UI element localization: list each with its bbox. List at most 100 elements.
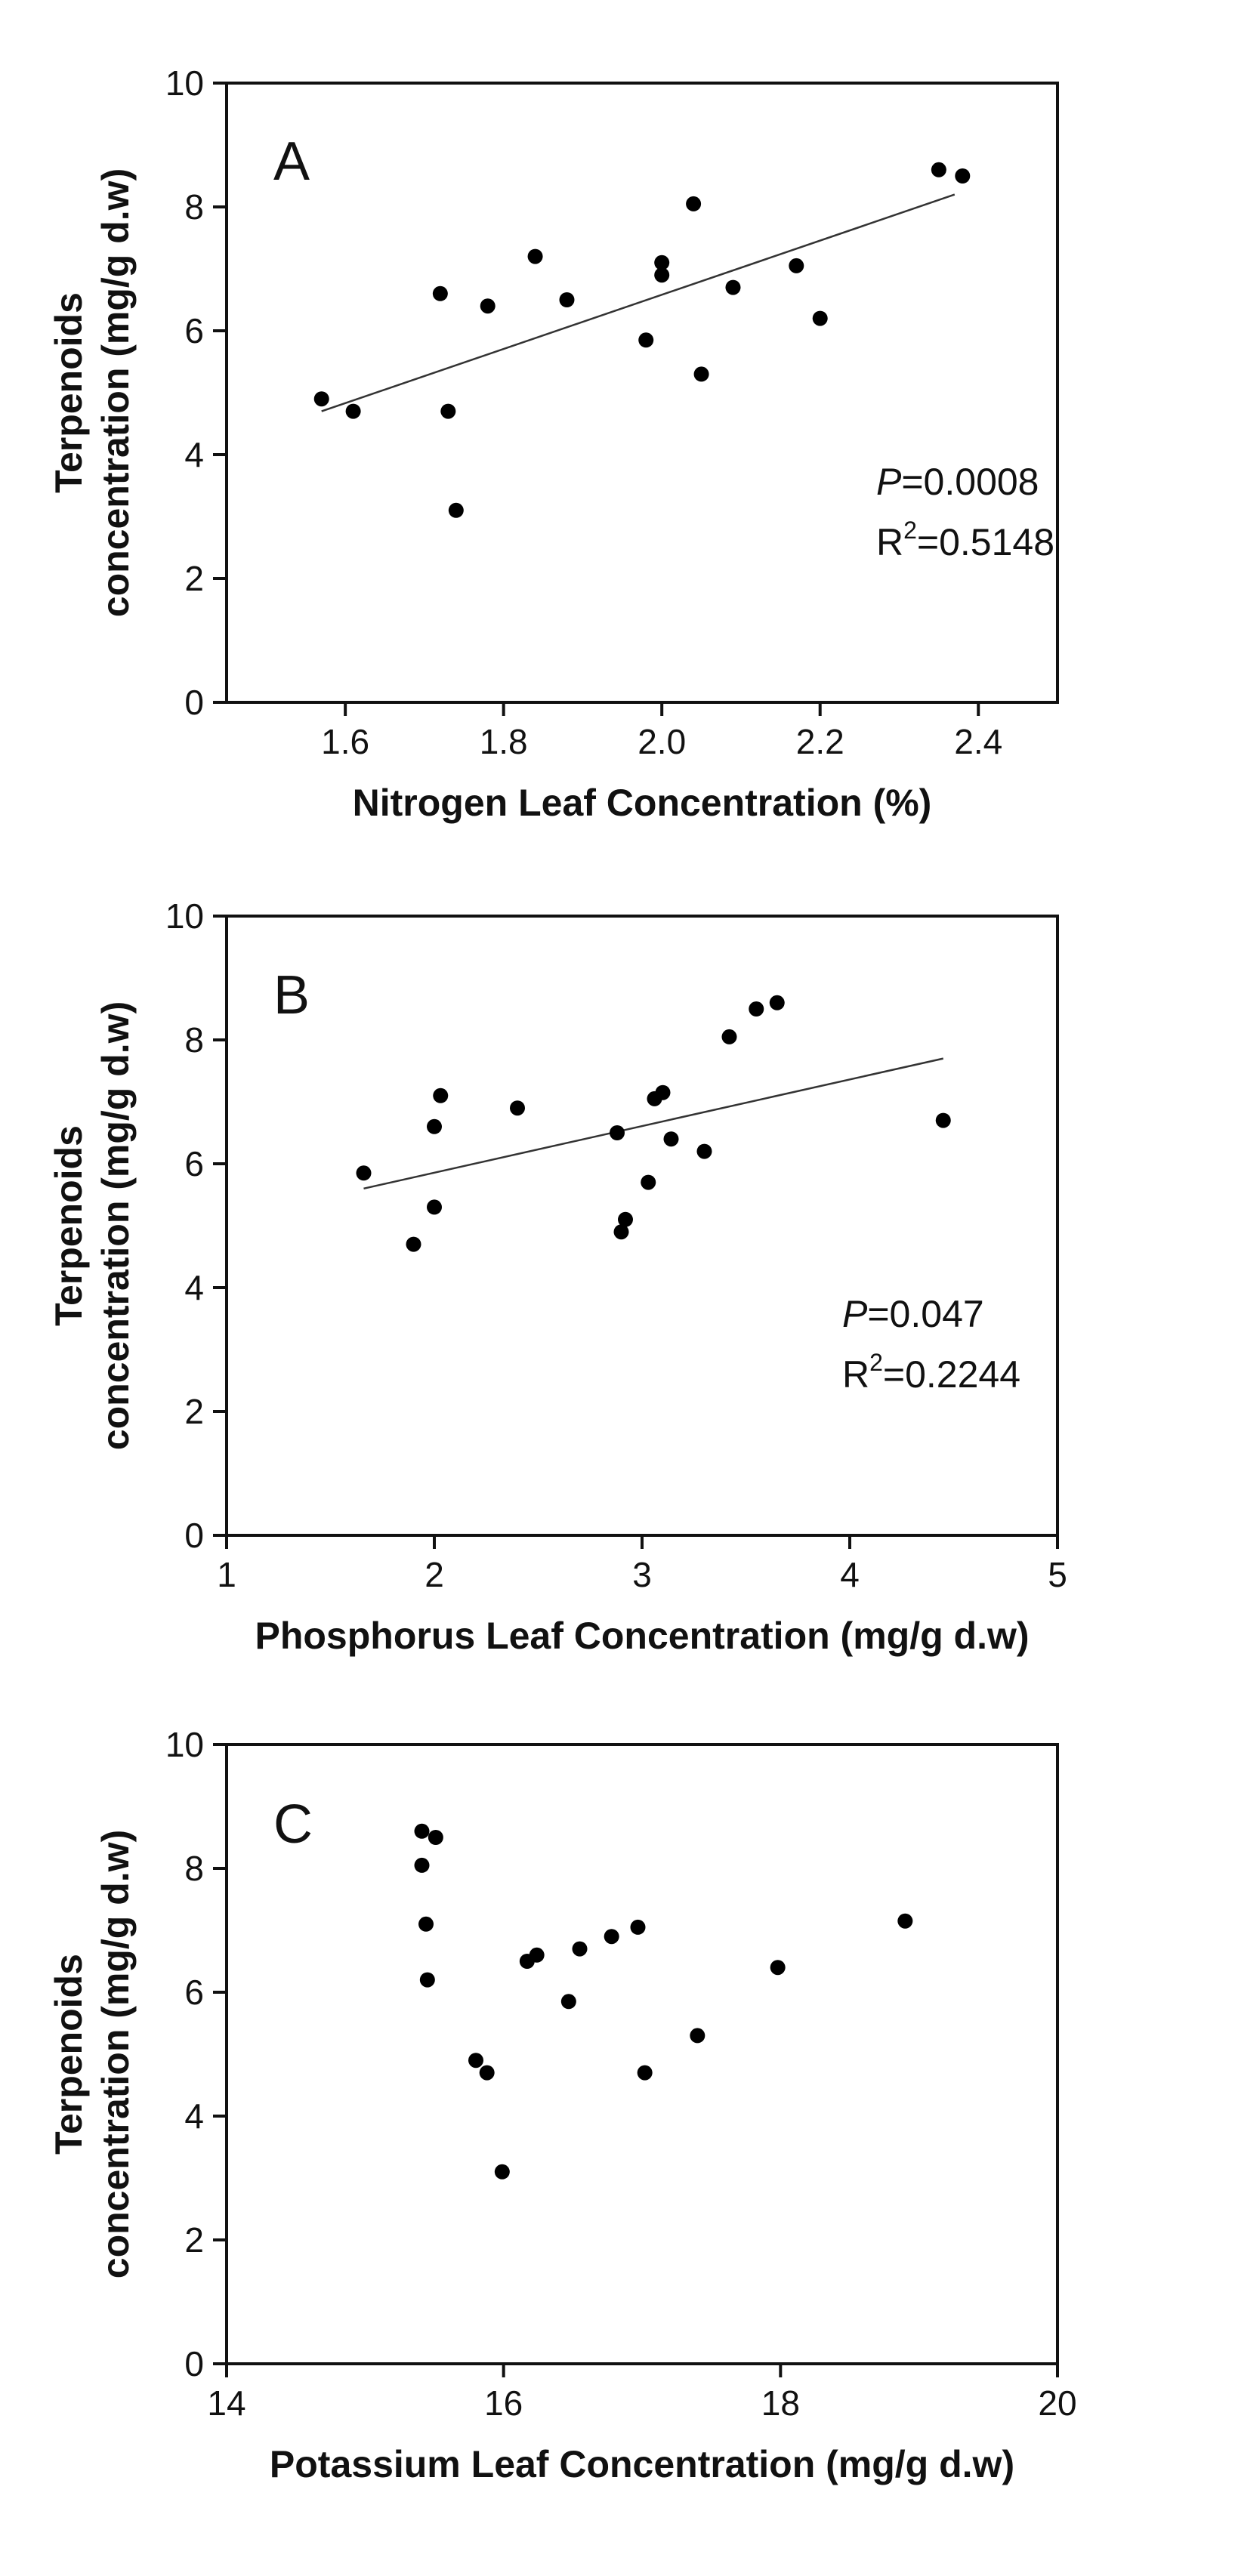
- y-tick-label: 10: [165, 896, 204, 936]
- data-point: [313, 391, 329, 407]
- p-value: P=0.047: [842, 1293, 984, 1335]
- x-tick-label: 16: [484, 2383, 523, 2423]
- y-tick-label: 6: [184, 1973, 204, 2012]
- data-point: [414, 1857, 430, 1873]
- data-point: [529, 1947, 545, 1963]
- y-tick-label: 0: [184, 2344, 204, 2383]
- y-tick-label: 4: [184, 435, 204, 474]
- x-tick-label: 2.2: [796, 722, 844, 761]
- data-point: [638, 332, 654, 348]
- r2-base: R: [842, 1353, 869, 1396]
- data-point: [345, 403, 361, 419]
- data-point: [655, 1084, 671, 1100]
- y-tick-label: 8: [184, 187, 204, 227]
- data-point: [448, 502, 464, 518]
- data-point: [721, 1029, 737, 1044]
- r2-base: R: [876, 521, 903, 563]
- x-tick-label: 5: [1048, 1555, 1067, 1594]
- x-tick-label: 2.4: [954, 722, 1002, 761]
- y-tick-label: 2: [184, 559, 204, 598]
- data-point: [690, 2028, 705, 2044]
- data-point: [693, 366, 709, 382]
- y-axis-title-line1: Terpenoids: [48, 1125, 90, 1326]
- data-point: [955, 168, 971, 184]
- data-point: [572, 1941, 588, 1957]
- r2-superscript: 2: [869, 1349, 883, 1376]
- p-text: =0.047: [867, 1293, 983, 1335]
- p-symbol: P: [842, 1293, 868, 1335]
- data-point: [789, 258, 804, 273]
- data-point: [613, 1224, 629, 1240]
- x-tick-label: 4: [840, 1555, 860, 1594]
- panel-letter: C: [273, 1794, 313, 1855]
- data-point: [559, 292, 575, 307]
- data-point: [440, 403, 456, 419]
- panel-letter: B: [273, 965, 310, 1026]
- p-symbol: P: [876, 461, 902, 503]
- y-axis-title-line2: concentration (mg/g d.w): [94, 1001, 137, 1450]
- data-point: [427, 1118, 442, 1134]
- y-axis-title-line2: concentration (mg/g d.w): [94, 168, 137, 617]
- data-point: [480, 298, 496, 314]
- data-point: [663, 1131, 679, 1147]
- x-tick-label: 1: [217, 1555, 236, 1594]
- data-point: [610, 1125, 625, 1140]
- y-tick-label: 4: [184, 1268, 204, 1307]
- y-tick-label: 0: [184, 1516, 204, 1555]
- y-tick-label: 6: [184, 1144, 204, 1183]
- y-tick-label: 0: [184, 683, 204, 722]
- plot-frame: [225, 82, 1059, 704]
- data-point: [560, 1994, 576, 2010]
- x-tick-label: 2: [425, 1555, 444, 1594]
- data-point: [432, 285, 448, 301]
- panel-c: 14 16 18 20 0 2 4 6 8 10 Potassium Leaf Concentrat…: [48, 1725, 1077, 2485]
- x-axis-title: Phosphorus Leaf Concentration (mg/g d.w): [255, 1615, 1030, 1657]
- data-point: [433, 1087, 449, 1103]
- y-tick-label: 2: [184, 1392, 204, 1431]
- y-tick-label: 4: [184, 2096, 204, 2136]
- data-point: [897, 1913, 913, 1929]
- data-point: [479, 2065, 495, 2081]
- data-point: [604, 1929, 619, 1945]
- y-tick-label: 2: [184, 2220, 204, 2260]
- data-point: [419, 1972, 435, 1988]
- data-point: [654, 255, 670, 270]
- panel-a: 1.6 1.8 2.0 2.2 2.4 0 2 4 6 8 10 Nitrogen Leaf Conc…: [48, 63, 1059, 824]
- data-point: [427, 1199, 442, 1215]
- data-point: [935, 1112, 951, 1128]
- x-axis-title: Nitrogen Leaf Concentration (%): [353, 782, 932, 824]
- data-point: [654, 267, 670, 283]
- data-point: [510, 1100, 525, 1116]
- data-point: [725, 279, 741, 295]
- r-squared: R2=0.5148: [876, 517, 1054, 563]
- data-point: [770, 1960, 786, 1976]
- data-point: [812, 310, 828, 326]
- data-point: [418, 1916, 434, 1932]
- r2-text: =0.5148: [917, 521, 1054, 563]
- x-tick-label: 20: [1038, 2383, 1076, 2423]
- y-tick-label: 6: [184, 311, 204, 350]
- plot-frame: [225, 915, 1059, 1537]
- p-value: P=0.0008: [876, 461, 1039, 503]
- data-point: [696, 1143, 712, 1159]
- data-point: [494, 2164, 510, 2180]
- data-point: [414, 1823, 430, 1839]
- data-point: [527, 248, 543, 264]
- y-axis-title-line1: Terpenoids: [48, 1954, 90, 2155]
- data-point: [468, 2053, 483, 2069]
- x-tick-label: 14: [207, 2383, 245, 2423]
- data-point: [641, 1174, 656, 1190]
- data-point: [637, 2065, 653, 2081]
- data-point: [356, 1165, 372, 1181]
- data-point: [630, 1919, 646, 1935]
- y-axis-title-line1: Terpenoids: [48, 292, 90, 493]
- panel-letter: A: [273, 131, 310, 192]
- x-tick-label: 3: [632, 1555, 652, 1594]
- data-point: [931, 162, 946, 177]
- panel-b: 1 2 3 4 5 0 2 4 6 8 10 Phosphorus Leaf Concentratio…: [48, 896, 1067, 1657]
- x-axis-title: Potassium Leaf Concentration (mg/g d.w): [270, 2443, 1014, 2485]
- data-point: [749, 1001, 764, 1017]
- y-tick-label: 10: [165, 63, 204, 103]
- data-point: [686, 196, 702, 211]
- data-point: [406, 1236, 421, 1252]
